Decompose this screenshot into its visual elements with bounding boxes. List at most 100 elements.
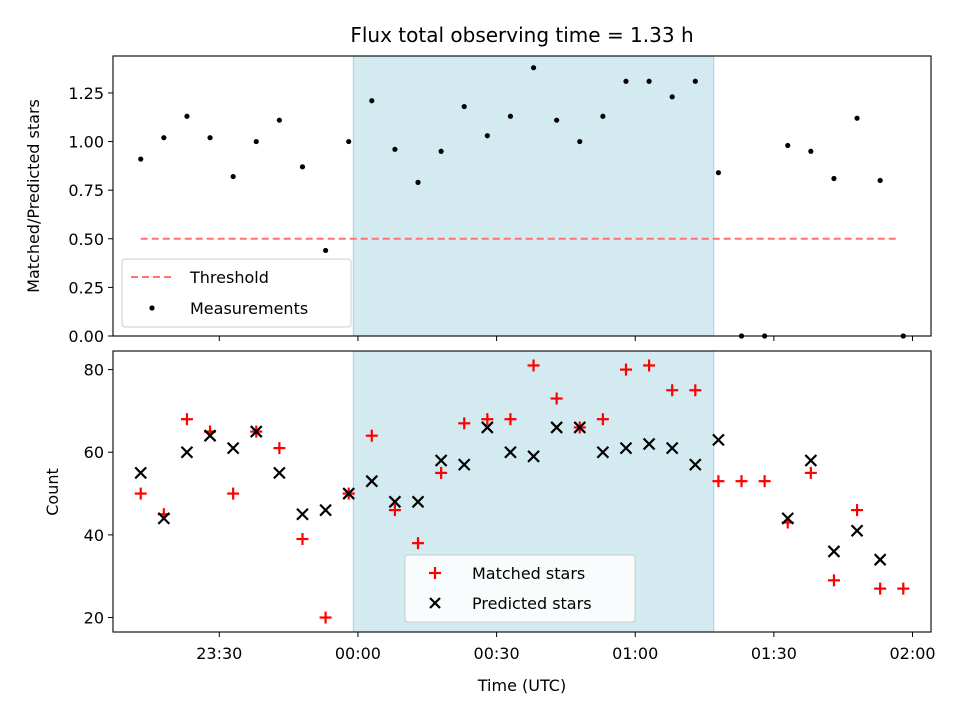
matched-star-point [180,413,193,426]
measurement-point [577,138,583,145]
predicted-star-point [434,454,448,467]
measurement-point [484,133,490,139]
ratio-y-tick-label: 1.25 [68,84,104,103]
measurement-point [369,98,375,104]
predicted-star-point [296,507,309,521]
measurement-point [184,113,190,119]
measurement-point [415,179,421,185]
matched-star-point [504,413,517,426]
measurement-point [554,117,560,123]
matched-star-point [712,475,725,488]
measurement-point [138,156,144,162]
matched-star-point [458,417,471,430]
matched-star-point [296,533,309,546]
matched-star-point [596,413,609,426]
ratio-y-tick-label: 0.00 [68,327,104,346]
matched-star-point [435,466,448,479]
observing-window-highlight [352,55,715,337]
matched-star-point [365,429,378,442]
measurement-point [276,117,282,123]
predicted-legend-swatch [429,597,441,609]
matched-star-point [689,384,702,397]
ratio-legend: Threshold Measurements [121,258,352,328]
measurements-legend-swatch [149,305,155,311]
measurement-point [623,78,629,84]
ratio-legend-box [121,258,352,328]
ratio-y-tick-label: 0.50 [68,230,104,249]
predicted-star-point [481,421,494,434]
matched-star-point [273,442,286,455]
predicted-star-point [249,425,263,438]
measurement-point [346,138,352,145]
matched-star-point [874,582,887,595]
predicted-star-point [226,441,240,455]
x-tick-label: 00:30 [474,644,520,663]
count-y-tick-label: 40 [84,526,104,545]
matched-star-point [758,475,771,488]
predicted-star-point [527,450,540,463]
predicted-star-point [134,466,148,480]
measurement-point [530,65,537,71]
measurement-point [715,170,722,176]
count-legend-box [404,554,636,623]
matched-star-point [388,504,401,517]
measurement-point [785,142,791,149]
matched-star-point [735,475,748,488]
predicted-star-point [827,545,841,558]
predicted-star-point [273,466,286,480]
x-tick-label: 23:30 [196,644,242,663]
predicted-star-point [665,441,679,455]
chart-title: Flux total observing time = 1.33 h [350,23,693,47]
predicted-star-point [850,524,864,538]
matched-legend-swatch [429,567,441,579]
matched-star-point [550,392,563,405]
predicted-star-point [619,441,633,455]
predicted-star-point [180,445,194,459]
predicted-star-point [804,454,818,467]
measurement-point [877,177,883,184]
predicted-star-point [203,429,217,442]
ratio-y-tick-label: 0.25 [68,278,104,297]
x-tick-label: 02:00 [889,644,935,663]
predicted-star-point [157,512,171,525]
measurement-point [207,135,213,141]
measurements-legend-label: Measurements [190,299,308,318]
measurement-point [507,113,514,119]
matched-star-point [643,359,656,372]
x-axis-label: Time (UTC) [477,676,566,695]
ratio-y-axis-label: Matched/Predicted stars [24,99,43,293]
predicted-star-point [388,495,402,509]
predicted-star-point [411,495,425,509]
ratio-y-tick-label: 1.00 [68,133,104,152]
predicted-star-point [712,433,725,447]
count-y-tick-label: 20 [84,609,104,628]
x-tick-label: 01:30 [751,644,797,663]
matched-legend-label: Matched stars [472,564,585,583]
matched-star-point [666,384,679,397]
measurement-point [808,148,814,154]
measurement-point [161,135,167,141]
measurement-point [831,175,837,182]
ratio-panel: 0.00 0.25 0.50 0.75 1.00 1.25 Flux total obse… [24,23,932,346]
measurement-point [669,94,675,100]
measurement-point [646,78,652,84]
predicted-star-point [596,445,610,459]
matched-star-point [804,466,817,479]
ratio-y-tick-label: 0.75 [68,181,104,200]
measurement-point [299,164,306,170]
count-y-axis-label: Count [43,468,62,516]
threshold-legend-label: Threshold [189,268,269,287]
predicted-star-point [781,512,795,525]
predicted-star-point [550,421,563,434]
measurement-point [854,115,860,121]
count-y-tick-label: 60 [84,443,104,462]
predicted-star-point [319,503,332,517]
measurement-point [322,247,329,254]
matched-star-point [319,611,332,624]
predicted-star-point [365,474,379,488]
predicted-star-point [573,421,587,434]
x-tick-label: 00:00 [335,644,381,663]
predicted-star-point [504,445,517,459]
measurement-point [692,78,698,84]
matched-star-point [827,574,840,587]
